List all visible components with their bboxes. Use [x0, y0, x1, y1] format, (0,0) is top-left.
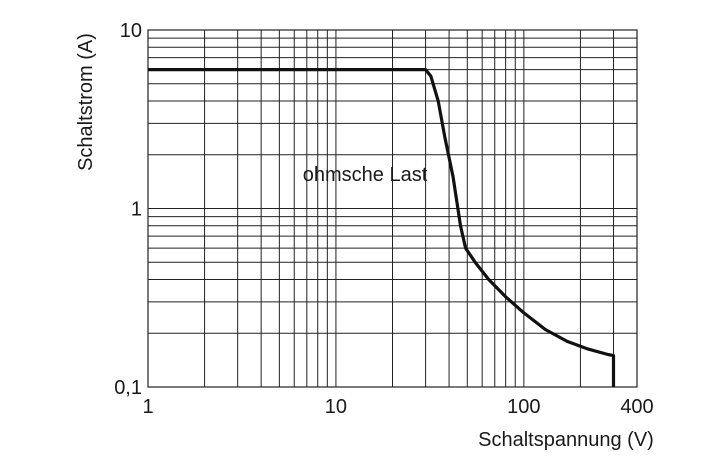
grid	[148, 30, 637, 387]
y-tick-label: 1	[131, 199, 142, 221]
x-tick-label: 10	[325, 396, 347, 418]
x-tick-label: 100	[507, 396, 540, 418]
y-tick-label: 10	[120, 20, 142, 42]
y-axis-label: Schaltstrom (A)	[75, 33, 97, 171]
series-layer	[148, 68, 616, 387]
plot-border	[147, 29, 638, 388]
annotation-ohmsche-last: ohmsche Last	[303, 164, 428, 186]
x-axis-label: Schaltspannung (V)	[478, 429, 654, 451]
plot-frame	[147, 29, 638, 388]
x-tick-label: 400	[620, 396, 653, 418]
y-tick-label: 0,1	[114, 377, 142, 399]
x-tick-label: 1	[142, 396, 153, 418]
series-line	[148, 68, 616, 387]
